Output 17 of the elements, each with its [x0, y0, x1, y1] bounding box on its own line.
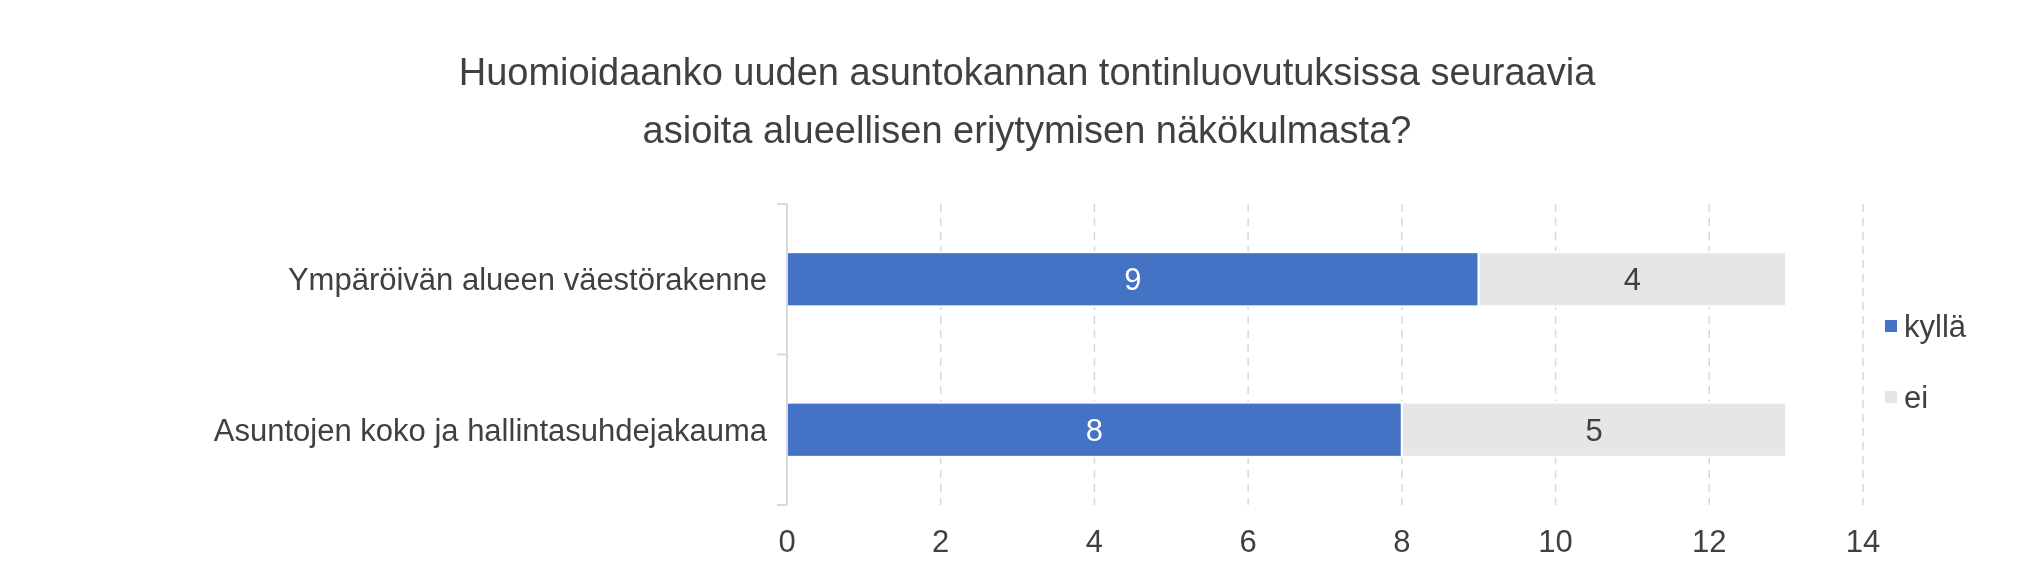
- legend-label: ei: [1904, 379, 1929, 415]
- chart-title: Huomioidaanko uuden asuntokannan tontinluovutuksissa seuraavia asioita alueellisen eriytymisen näkökulmasta?: [458, 51, 1597, 151]
- x-tick-label: 6: [1239, 524, 1257, 559]
- x-tick-label: 4: [1085, 524, 1104, 559]
- x-tick-label: 8: [1393, 524, 1411, 559]
- x-tick-label: 14: [1845, 524, 1881, 559]
- y-tick-label: Ympäröivän alueen väestörakenne: [287, 262, 767, 298]
- x-tick-label: 2: [932, 524, 950, 559]
- data-label: 5: [1585, 412, 1603, 448]
- data-label: 4: [1623, 262, 1642, 298]
- y-tick-label: Asuntojen koko ja hallintasuhdejakauma: [213, 412, 768, 448]
- data-label: 9: [1124, 262, 1142, 298]
- x-tick-label: 0: [778, 524, 796, 559]
- x-tick-label: 12: [1692, 524, 1727, 559]
- x-tick-label: 10: [1538, 524, 1573, 559]
- legend-label: kyllä: [1904, 308, 1967, 344]
- data-label: 8: [1085, 412, 1104, 448]
